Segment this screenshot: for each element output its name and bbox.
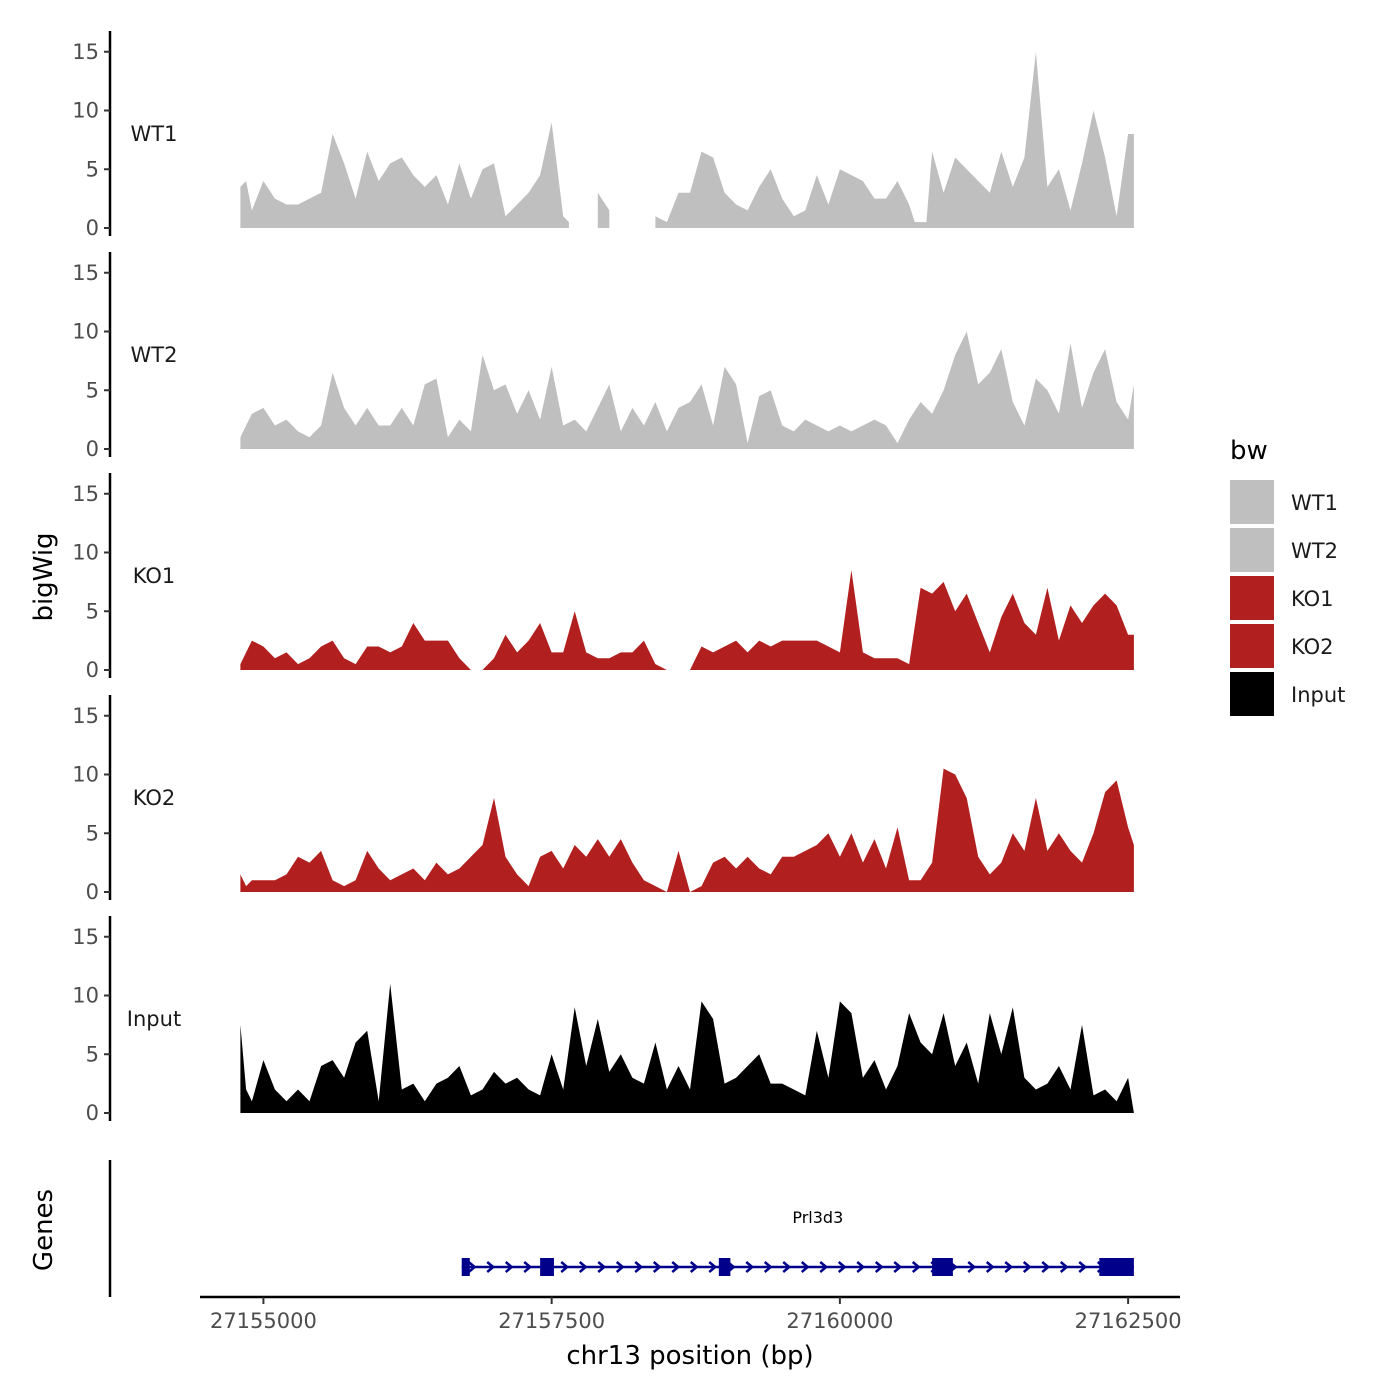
track-area-wt1 [240, 122, 569, 228]
tracks-layer: 0 5 10 15 WT1 0 5 10 15 WT2 0 5 10 15 KO1 0 5 10 15 KO2 0 5 10… [72, 31, 1134, 1125]
y-tick-label: 5 [86, 157, 99, 181]
track-label: Input [127, 1007, 181, 1031]
legend-label-wt2: WT2 [1291, 539, 1338, 563]
legend-label-ko2: KO2 [1291, 635, 1334, 659]
strand-arrow [837, 1261, 847, 1273]
strand-arrow [1041, 1261, 1051, 1273]
strand-arrow [985, 1261, 995, 1273]
track-area-ko1 [690, 570, 1134, 670]
strand-arrow [467, 1261, 477, 1273]
strand-arrow [967, 1261, 977, 1273]
gene-label: Prl3d3 [792, 1208, 843, 1227]
y-tick-label: 15 [72, 925, 99, 949]
y-tick-label: 0 [86, 880, 99, 904]
strand-arrow [1004, 1261, 1014, 1273]
legend-label-input: Input [1291, 683, 1345, 707]
track-wt2: 0 5 10 15 WT2 [72, 252, 1134, 461]
y-tick-label: 15 [72, 704, 99, 728]
exon [1099, 1258, 1134, 1276]
x-axis: 27155000 27157500 27160000 27162500 [200, 1295, 1182, 1333]
y-axis-title: bigWig [29, 532, 59, 621]
strand-arrow [486, 1261, 496, 1273]
strand-arrow [689, 1261, 699, 1273]
y-tick-label: 5 [86, 599, 99, 623]
legend-swatch-ko2 [1230, 624, 1274, 668]
y-tick-label: 10 [72, 99, 99, 123]
strand-arrow [745, 1261, 755, 1273]
x-tick-label: 27162500 [1075, 1309, 1182, 1333]
legend-label-ko1: KO1 [1291, 587, 1334, 611]
y-tick-label: 5 [86, 1042, 99, 1066]
strand-arrow [1059, 1261, 1069, 1273]
track-input: 0 5 10 15 Input [72, 916, 1134, 1125]
legend-swatch-input [1230, 672, 1274, 716]
x-tick-label: 27160000 [786, 1309, 893, 1333]
track-area-wt2 [240, 331, 1134, 449]
gene-track: Prl3d3 [108, 1160, 1134, 1297]
strand-arrow [652, 1261, 662, 1273]
strand-arrow [782, 1261, 792, 1273]
track-area-input [240, 983, 1134, 1113]
genes-axis-title: Genes [29, 1189, 59, 1271]
track-label: WT1 [131, 122, 178, 146]
track-label: WT2 [131, 343, 178, 367]
strand-arrow [615, 1261, 625, 1273]
x-tick-label: 27155000 [210, 1309, 317, 1333]
track-ko1: 0 5 10 15 KO1 [72, 473, 1134, 682]
y-tick-label: 10 [72, 984, 99, 1008]
y-tick-label: 5 [86, 821, 99, 845]
y-tick-label: 10 [72, 541, 99, 565]
y-tick-label: 15 [72, 40, 99, 64]
y-tick-label: 0 [86, 658, 99, 682]
y-tick-label: 15 [72, 482, 99, 506]
y-tick-label: 0 [86, 437, 99, 461]
track-area-ko1 [240, 611, 667, 670]
exon [540, 1258, 554, 1276]
y-tick-label: 0 [86, 1101, 99, 1125]
legend-swatch-ko1 [1230, 576, 1274, 620]
exon [932, 1258, 953, 1276]
strand-arrow [1078, 1261, 1088, 1273]
track-area-ko2 [240, 768, 1134, 892]
strand-arrow [560, 1261, 570, 1273]
legend-swatch-wt2 [1230, 528, 1274, 572]
strand-arrow [634, 1261, 644, 1273]
strand-arrow [708, 1261, 718, 1273]
strand-arrow [1022, 1261, 1032, 1273]
track-area-wt1 [655, 51, 1134, 228]
track-label: KO1 [133, 564, 176, 588]
strand-arrow [578, 1261, 588, 1273]
strand-arrow [893, 1261, 903, 1273]
strand-arrow [763, 1261, 773, 1273]
legend-label-wt1: WT1 [1291, 491, 1338, 515]
strand-arrow [597, 1261, 607, 1273]
y-tick-label: 0 [86, 216, 99, 240]
strand-arrow [911, 1261, 921, 1273]
legend-title: bw [1230, 436, 1268, 466]
strand-arrow [800, 1261, 810, 1273]
y-tick-label: 15 [72, 261, 99, 285]
strand-arrow [671, 1261, 681, 1273]
strand-arrow [874, 1261, 884, 1273]
strand-arrow [504, 1261, 514, 1273]
exon [461, 1258, 470, 1276]
x-axis-title: chr13 position (bp) [566, 1341, 813, 1371]
track-area-wt1 [597, 192, 610, 228]
track-wt1: 0 5 10 15 WT1 [72, 31, 1134, 240]
exon [718, 1258, 731, 1276]
y-tick-label: 10 [72, 320, 99, 344]
track-ko2: 0 5 10 15 KO2 [72, 695, 1134, 904]
x-tick-label: 27157500 [498, 1309, 605, 1333]
strand-arrow [523, 1261, 533, 1273]
legend-swatch-wt1 [1230, 480, 1274, 524]
strand-arrow [819, 1261, 829, 1273]
strand-arrow [856, 1261, 866, 1273]
y-tick-label: 5 [86, 378, 99, 402]
y-tick-label: 10 [72, 763, 99, 787]
track-label: KO2 [133, 786, 176, 810]
legend: bw WT1 WT2 KO1 KO2 Input [1230, 436, 1345, 716]
